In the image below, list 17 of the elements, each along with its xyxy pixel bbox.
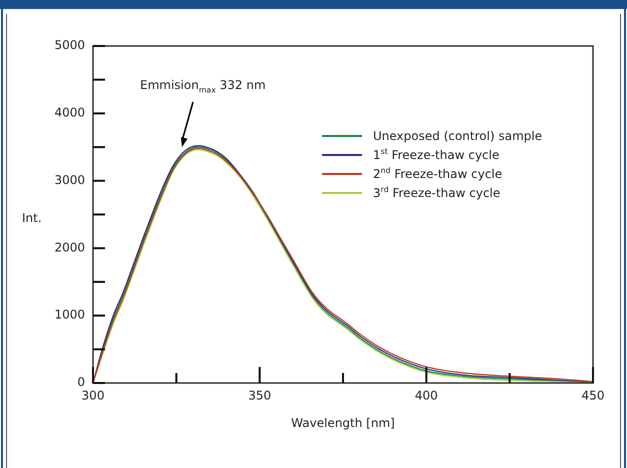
y-tick-label: 4000 [54,106,85,120]
x-axis-title: Wavelength [nm] [291,416,395,430]
y-tick-label: 0 [77,375,85,390]
legend-label: 2$^{nd}$ Freeze-thaw cycle [373,166,502,181]
legend-label: 3$^{rd}$ Freeze-thaw cycle [373,185,500,200]
x-tick-label: 300 [82,388,104,402]
y-axis-title: Int. [22,211,42,226]
y-tick-label: 1000 [54,308,85,322]
y-tick-label: 3000 [54,172,85,187]
x-tick-label: 400 [414,388,438,402]
legend-label: 1$^{st}$ Freeze-thaw cycle [373,147,500,162]
annotation: Emmision$_{max}$ 332 nm [140,78,266,94]
y-tick-label: 2000 [54,240,85,254]
legend-label: Unexposed (control) sample [373,128,542,142]
y-tick-label: 5000 [54,38,85,52]
x-tick-label: 450 [582,388,604,402]
x-tick-label: 350 [248,388,272,402]
